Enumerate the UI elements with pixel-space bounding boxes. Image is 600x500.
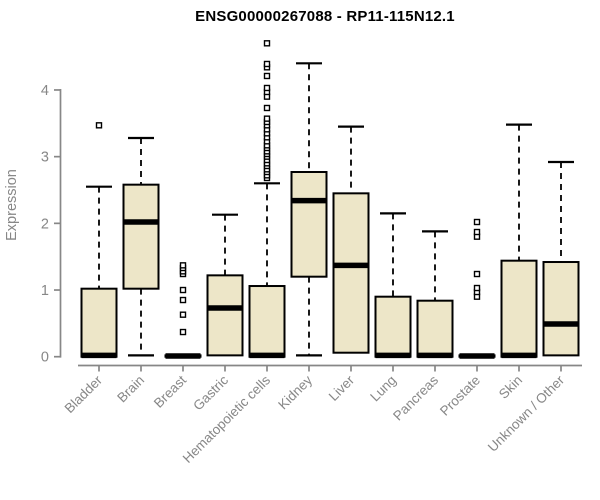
outlier-point-prostate: [473, 218, 481, 226]
outlier-point-breast: [179, 286, 187, 294]
y-tick-label: 3: [41, 150, 49, 166]
outlier-point-prostate: [473, 228, 481, 236]
x-tick-label-brain: Brain: [114, 373, 147, 406]
x-tick-label-bladder: Bladder: [62, 372, 106, 416]
outlier-point-prostate: [473, 284, 481, 292]
x-tick-label-pancreas: Pancreas: [390, 372, 441, 423]
y-tick-label: 2: [41, 216, 49, 232]
outlier-point-hematopoietic-cells: [263, 115, 271, 122]
x-tick-label-skin: Skin: [496, 373, 525, 402]
y-tick-label: 4: [41, 83, 49, 99]
box-brain: [122, 183, 160, 290]
outlier-point-hematopoietic-cells: [263, 60, 271, 68]
x-tick-label-kidney: Kidney: [275, 372, 315, 412]
box-pancreas: [416, 299, 454, 358]
outlier-point-prostate: [473, 270, 481, 278]
box-hematopoietic-cells: [248, 285, 286, 358]
outlier-point-breast: [179, 262, 187, 269]
y-axis-title: Expression: [4, 169, 20, 241]
outlier-point-breast: [179, 328, 187, 336]
chart-title: ENSG00000267088 - RP11-115N12.1: [195, 8, 455, 25]
outlier-point-hematopoietic-cells: [263, 84, 271, 92]
box-kidney: [290, 170, 328, 278]
outlier-point-bladder: [95, 122, 103, 129]
y-tick-label: 1: [41, 283, 49, 299]
outlier-point-breast: [179, 296, 187, 304]
x-tick-label-gastric: Gastric: [190, 372, 231, 413]
box-liver: [332, 192, 370, 354]
x-tick-label-lung: Lung: [367, 373, 399, 405]
box-skin: [500, 259, 538, 358]
outlier-point-breast: [179, 311, 187, 318]
x-tick-label-breast: Breast: [151, 372, 189, 410]
outlier-point-hematopoietic-cells: [263, 104, 271, 112]
x-tick-label-liver: Liver: [326, 372, 358, 404]
x-tick-label-unknown-other: Unknown / Other: [485, 372, 568, 455]
box-unknown-other: [542, 261, 580, 357]
box-gastric: [206, 274, 244, 357]
x-tick-label-prostate: Prostate: [437, 373, 483, 419]
outlier-point-hematopoietic-cells: [263, 40, 271, 47]
y-tick-label: 0: [41, 350, 49, 366]
outlier-point-hematopoietic-cells: [263, 72, 271, 80]
box-lung: [374, 295, 412, 358]
box-bladder: [80, 287, 118, 358]
